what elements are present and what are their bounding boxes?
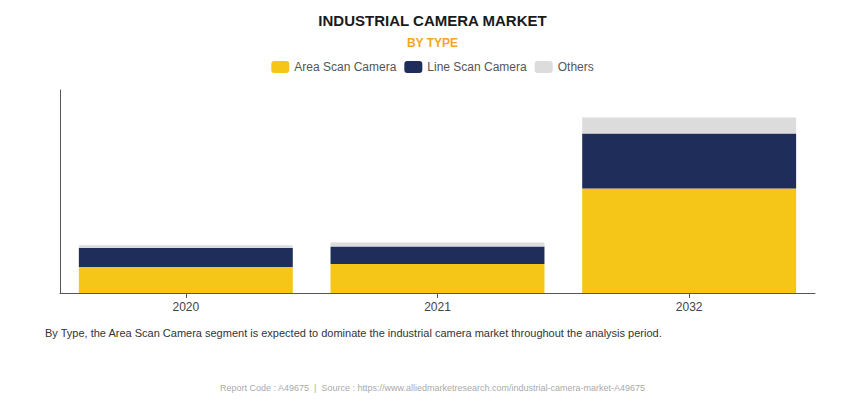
svg-text:2020: 2020 <box>172 300 199 314</box>
svg-text:BY TYPE: BY TYPE <box>407 36 458 50</box>
svg-text:Report Code : A49675 | Sourc: Report Code : A49675 | Source : https://… <box>220 383 645 393</box>
svg-text:By Type, the Area Scan Camera: By Type, the Area Scan Camera segment is… <box>45 327 662 339</box>
svg-text:2021: 2021 <box>424 300 451 314</box>
svg-text:Line Scan Camera: Line Scan Camera <box>427 60 527 74</box>
svg-text:Area Scan Camera: Area Scan Camera <box>294 60 396 74</box>
svg-text:Others: Others <box>558 60 594 74</box>
svg-text:INDUSTRIAL CAMERA MARKET: INDUSTRIAL CAMERA MARKET <box>318 12 546 29</box>
svg-text:2032: 2032 <box>676 300 703 314</box>
